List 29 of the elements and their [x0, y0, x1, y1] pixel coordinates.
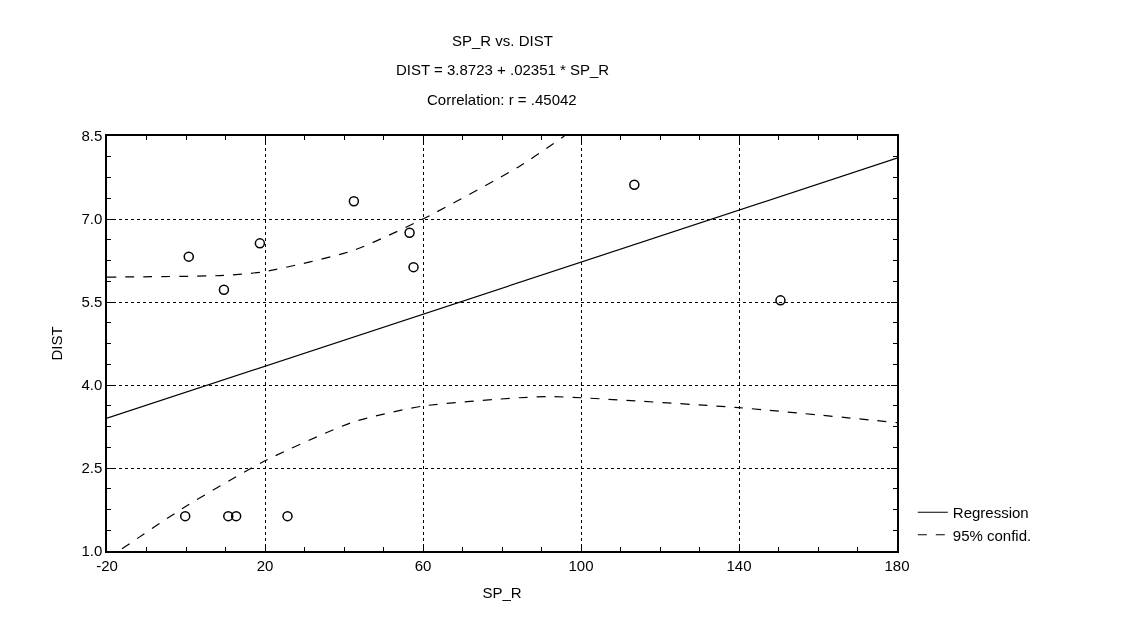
- x-axis-title: SP_R: [482, 584, 522, 602]
- y-tick-label: 7.0: [81, 210, 103, 228]
- legend-label: 95% confid.: [952, 526, 1032, 544]
- x-tick-label: 140: [726, 556, 752, 574]
- y-tick-label: 8.5: [81, 127, 103, 145]
- y-tick-label: 4.0: [81, 376, 103, 394]
- point: [348, 196, 360, 207]
- text: Correlation: r = .45042: [427, 91, 577, 108]
- x-tick-label: 60: [414, 556, 432, 574]
- point: [218, 284, 230, 296]
- point: [404, 227, 415, 239]
- y-tick-label: 2.5: [81, 459, 103, 477]
- x-tick-label: 100: [568, 556, 594, 574]
- x-tick-label: 180: [884, 556, 910, 574]
- x-tick-label: 20: [256, 556, 274, 574]
- point: [179, 510, 191, 522]
- y-tick-label: 5.5: [81, 293, 103, 311]
- y-axis-title: DIST: [48, 326, 66, 361]
- point: [629, 179, 640, 190]
- point: [408, 261, 419, 273]
- point: [282, 510, 293, 522]
- point: [775, 295, 786, 306]
- chart-title: SP_R vs. DIST: [452, 32, 553, 49]
- point: [254, 238, 266, 249]
- point: [183, 251, 195, 262]
- chart-subtitle: DIST = 3.8723 + .02351 * SP_R: [396, 61, 610, 78]
- legend-label: Regression: [952, 504, 1029, 522]
- point: [223, 510, 234, 522]
- point: [230, 510, 242, 522]
